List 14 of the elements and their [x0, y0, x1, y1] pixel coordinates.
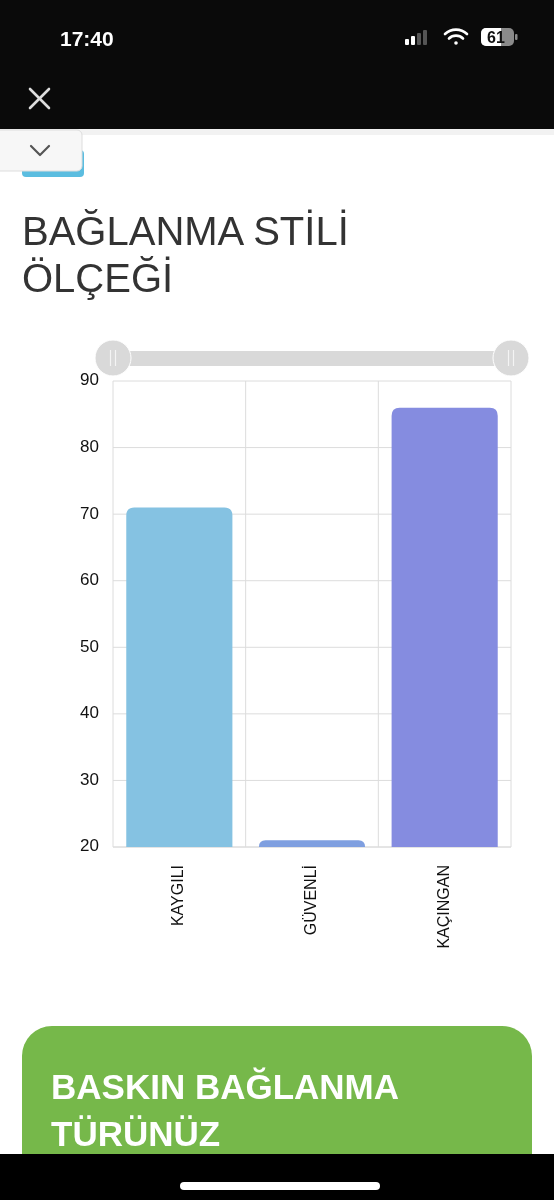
y-tick-label: 60: [80, 570, 99, 590]
y-tick-label: 80: [80, 437, 99, 457]
y-tick-label: 50: [80, 636, 99, 656]
x-tick-label: GÜVENLİ: [301, 865, 320, 936]
text: 17:40: [60, 27, 114, 50]
y-tick-label: 40: [80, 703, 99, 723]
y-tick-label: 70: [80, 503, 99, 523]
y-tick-label: 20: [80, 836, 99, 856]
y-tick-label: 90: [80, 370, 99, 390]
text: BASKIN BAĞLANMA TÜRÜNÜZ: [51, 1067, 400, 1153]
x-tick-label: KAYGILI: [169, 865, 187, 927]
x-tick-label: KAÇINGAN: [434, 865, 452, 949]
chart-title: BAĞLANMA STİLİ ÖLÇEĞİ: [22, 209, 349, 300]
y-tick-label: 30: [80, 769, 99, 789]
